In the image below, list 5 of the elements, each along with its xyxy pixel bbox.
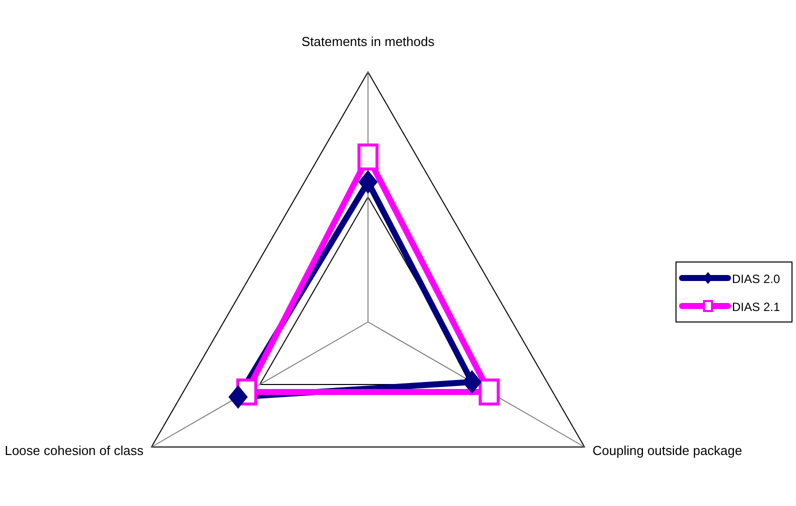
legend-label: DIAS 2.1 <box>732 300 780 314</box>
spoke-label: Coupling outside package <box>592 443 742 458</box>
spoke-label: Loose cohesion of class <box>4 443 144 458</box>
spoke-label: Statements in methods <box>302 34 435 49</box>
legend-label: DIAS 2.0 <box>732 272 780 286</box>
